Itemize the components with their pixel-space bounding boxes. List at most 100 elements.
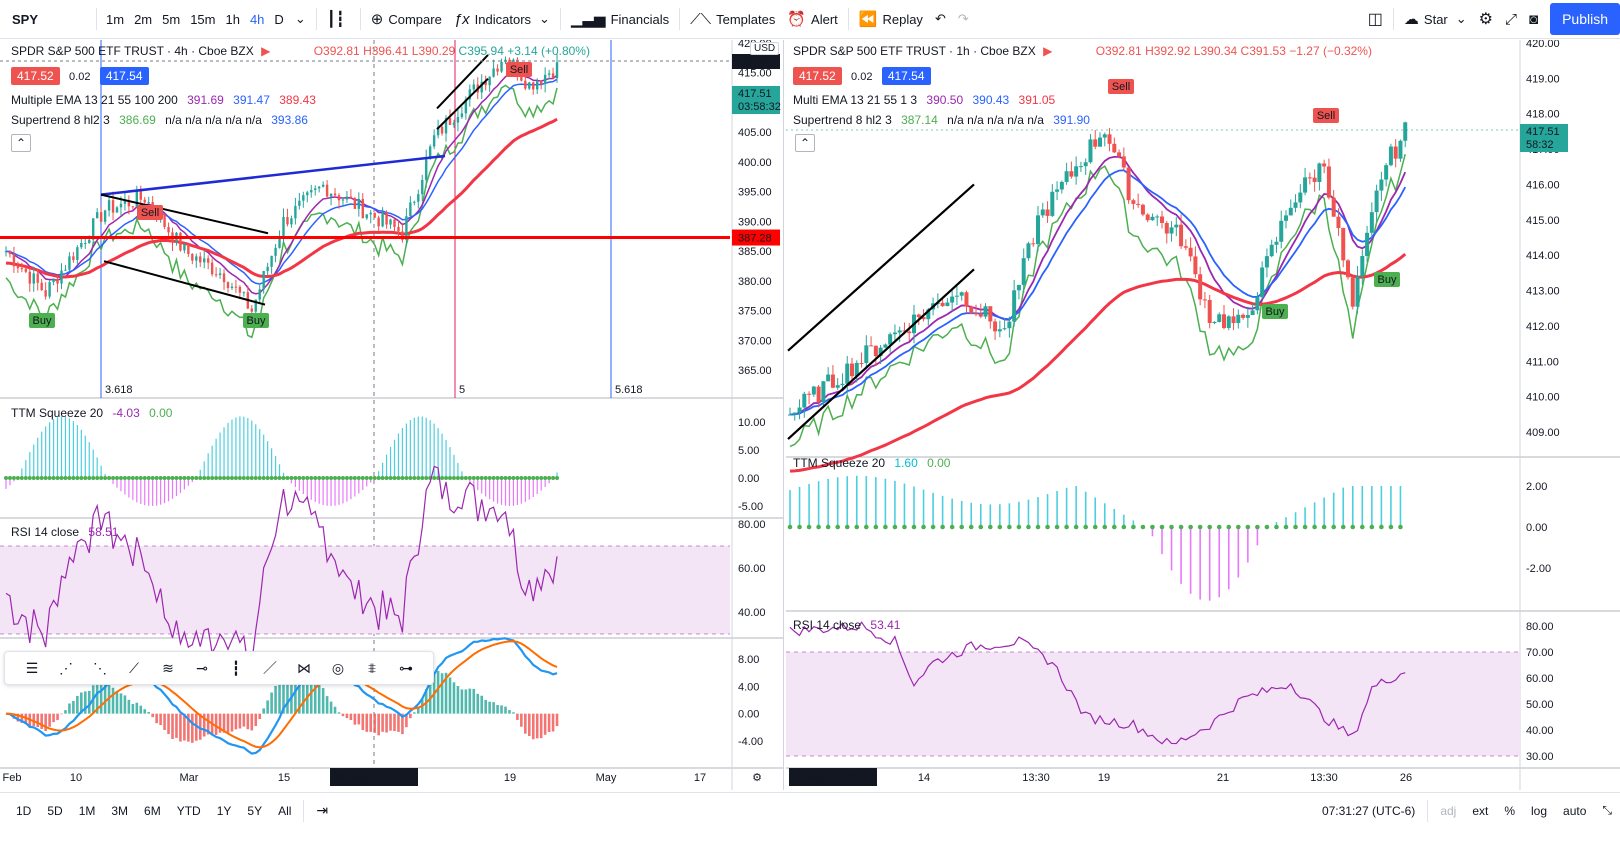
spiral-tool-icon[interactable]: ◎ (331, 659, 345, 676)
left-macd-hist (274, 685, 277, 714)
right-candle-body (969, 306, 974, 314)
fullscreen-button[interactable]: ⤢ (1499, 0, 1523, 39)
left-bid-price[interactable]: 417.52 (11, 67, 60, 85)
chart-pane-right[interactable]: 420.00419.00418.00417.00416.00415.00414.… (786, 40, 1620, 790)
right-candle-body (1145, 214, 1150, 221)
replay-button[interactable]: ⏪ Replay (853, 0, 929, 39)
left-ask-price[interactable]: 417.54 (99, 67, 149, 85)
right-ask-price[interactable]: 417.54 (881, 67, 931, 85)
left-ttm-dot (51, 476, 56, 480)
timeframe-1h[interactable]: 1h (225, 11, 240, 27)
right-candle-body (921, 317, 926, 320)
goto-date-button[interactable]: ⇥ (308, 802, 336, 819)
fib-ext-tool-icon[interactable]: ⩨ (368, 659, 376, 676)
left-candle-body (428, 146, 432, 159)
range-3m[interactable]: 3M (111, 803, 129, 818)
compare-button[interactable]: ⊕ Compare (365, 0, 448, 39)
right-ttm-dot (968, 524, 974, 530)
financials-button[interactable]: ▁▃▅ Financials (565, 0, 675, 39)
horizontal-lines-icon[interactable]: ☰ (25, 659, 39, 676)
right-st-legend[interactable]: Supertrend 8 hl2 3 387.14 n/a n/a n/a n/… (793, 113, 1090, 127)
scroll-right-button[interactable]: ⤡ (1594, 803, 1620, 818)
left-legend-title: SPDR S&P 500 ETF TRUST · 4h · Cboe BZX ▶… (11, 44, 590, 58)
right-candle-body (797, 407, 802, 413)
fib-tool-icon[interactable]: ≋ (162, 659, 174, 676)
left-ttm-dot (444, 476, 449, 480)
right-rsi-line (789, 621, 1406, 745)
redo-button[interactable]: ↷ (952, 0, 975, 39)
range-1d[interactable]: 1D (16, 803, 32, 818)
left-ema-legend[interactable]: Multiple EMA 13 21 55 100 200 391.69 391… (11, 93, 316, 107)
timeframe-15m[interactable]: 15m (190, 11, 216, 27)
right-bid-price[interactable]: 417.52 (793, 67, 842, 85)
left-rsi-legend[interactable]: RSI 14 close 58.51 (11, 525, 118, 539)
templates-button[interactable]: ⟋⟍ Templates (684, 0, 781, 39)
right-collapse-legend-button[interactable]: ⌃ (795, 134, 815, 152)
right-ttm-legend[interactable]: TTM Squeeze 20 1.60 0.00 (793, 456, 950, 470)
timeframe-4h[interactable]: 4h (249, 11, 265, 27)
left-ttm-dot (309, 476, 314, 480)
timeframe-2m[interactable]: 2m (134, 11, 153, 27)
hline-tool-icon[interactable]: ⊸ (196, 659, 208, 676)
range-1m[interactable]: 1M (78, 803, 96, 818)
abc-tool-icon[interactable]: ⋱ (93, 659, 107, 676)
chart-type-button[interactable]: ┃┇ (321, 0, 356, 39)
left-macd-hist (270, 692, 273, 714)
range-6m[interactable]: 6M (144, 803, 161, 818)
right-ema-13 (789, 155, 1407, 416)
left-macd-hist (60, 713, 63, 715)
right-ema-legend[interactable]: Multi EMA 13 21 55 1 3 390.50 390.43 391… (793, 93, 1055, 107)
left-ttm-dot (511, 476, 516, 480)
timeframe-1m[interactable]: 1m (106, 11, 125, 27)
right-rsi-tick: 40.00 (1526, 725, 1554, 737)
timeframe-dropdown[interactable]: ⌄ (289, 0, 312, 39)
line-tool-icon[interactable]: ／ (263, 660, 277, 676)
right-chart-canvas[interactable]: 420.00419.00418.00417.00416.00415.00414.… (786, 40, 1620, 790)
range-tool-icon[interactable]: ⊶ (399, 659, 413, 676)
right-candle-body (892, 332, 897, 335)
trend-tool-icon[interactable]: ⟋ (129, 659, 139, 676)
ext-toggle[interactable]: ext (1472, 803, 1489, 818)
left-ttm-legend[interactable]: TTM Squeeze 20 -4.03 0.00 (11, 406, 172, 420)
left-collapse-legend-button[interactable]: ⌃ (11, 134, 31, 152)
left-macd-hist (147, 712, 151, 714)
right-price-tag-current-label: 417.51 (1526, 126, 1560, 138)
auto-toggle[interactable]: auto (1563, 803, 1587, 818)
star-button[interactable]: ☁ Star ⌄ (1398, 0, 1473, 39)
range-5y[interactable]: 5Y (247, 803, 263, 818)
range-5d[interactable]: 5D (47, 803, 63, 818)
adj-toggle[interactable]: adj (1440, 803, 1457, 818)
symbol-search[interactable]: SPY (12, 11, 39, 27)
left-ttm-dot (515, 476, 520, 480)
range-ytd[interactable]: YTD (176, 803, 201, 818)
publish-button[interactable]: Publish (1550, 3, 1620, 35)
right-rsi-legend[interactable]: RSI 14 close 53.41 (793, 618, 900, 632)
indicators-button[interactable]: ƒx Indicators ⌄ (448, 0, 556, 39)
left-candle-body (131, 206, 135, 208)
alert-button[interactable]: ⏰ Alert (781, 0, 843, 39)
timeframe-5m[interactable]: 5m (162, 11, 181, 27)
pattern-tool-icon[interactable]: ⋈ (297, 659, 311, 676)
left-candle-body (199, 256, 202, 263)
right-candle-body (1026, 243, 1031, 259)
layout-button[interactable]: ◫ (1362, 0, 1389, 39)
range-all[interactable]: All (278, 803, 292, 818)
snapshot-button[interactable]: ◙ (1523, 0, 1544, 39)
left-ttm-dot (519, 476, 524, 480)
settings-button[interactable]: ⚙ (1473, 0, 1499, 39)
left-macd-hist (317, 684, 321, 714)
wave-tool-icon[interactable]: ⋰ (59, 659, 73, 676)
left-chart-canvas[interactable]: 420.00415.00410.00405.00400.00395.00390.… (0, 40, 784, 790)
right-price-tick: 411.00 (1526, 356, 1559, 368)
clock[interactable]: 07:31:27 (UTC-6) (1321, 803, 1416, 818)
bars-tool-icon[interactable]: ┇ (231, 659, 241, 676)
left-candle-body (203, 258, 206, 263)
undo-button[interactable]: ↶ (929, 0, 952, 39)
timeframe-D[interactable]: D (274, 11, 284, 27)
log-toggle[interactable]: log (1531, 803, 1548, 818)
left-currency-badge[interactable]: USD (750, 42, 780, 55)
left-st-legend[interactable]: Supertrend 8 hl2 3 386.69 n/a n/a n/a n/… (11, 113, 308, 127)
left-macd-hist (480, 695, 484, 714)
range-1y[interactable]: 1Y (216, 803, 232, 818)
percent-toggle[interactable]: % (1504, 803, 1516, 818)
